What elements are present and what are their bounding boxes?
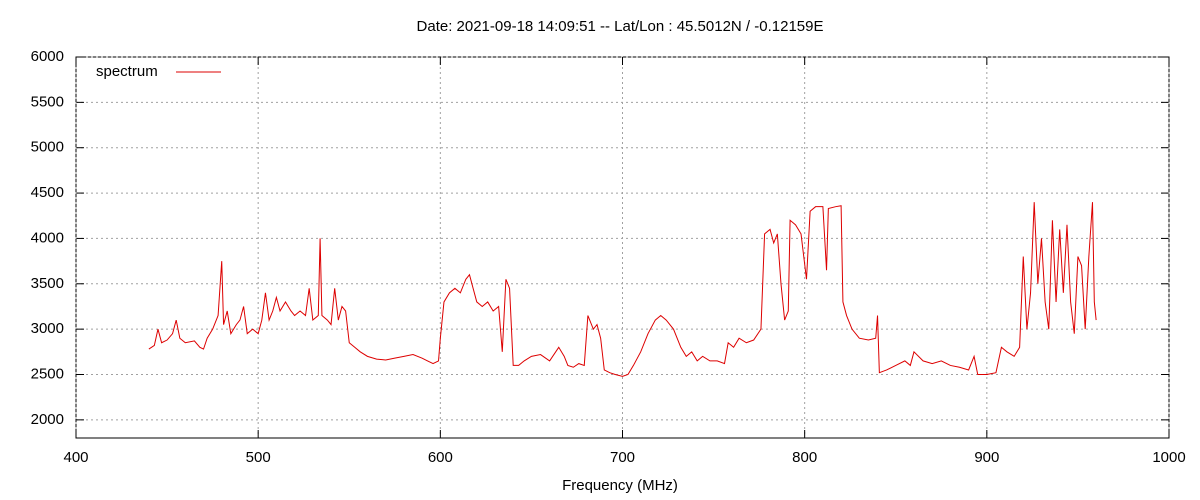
y-tick-label: 2500 <box>31 365 64 382</box>
legend-label: spectrum <box>96 63 158 80</box>
y-tick-label: 3500 <box>31 275 64 292</box>
x-tick-label: 1000 <box>1152 449 1185 466</box>
x-tick-label: 900 <box>974 449 999 466</box>
x-axis-label: Frequency (MHz) <box>562 477 678 494</box>
x-tick-label: 800 <box>792 449 817 466</box>
y-tick-label: 6000 <box>31 48 64 65</box>
y-tick-label: 2000 <box>31 411 64 428</box>
x-tick-label: 700 <box>610 449 635 466</box>
y-tick-label: 5500 <box>31 93 64 110</box>
y-tick-label: 4000 <box>31 229 64 246</box>
x-tick-label: 500 <box>246 449 271 466</box>
data-line <box>148 202 1097 377</box>
chart-title: Date: 2021-09-18 14:09:51 -- Lat/Lon : 4… <box>417 18 824 35</box>
x-tick-label: 400 <box>63 449 88 466</box>
x-tick-label: 600 <box>428 449 453 466</box>
y-tick-label: 4500 <box>31 184 64 201</box>
y-tick-label: 3000 <box>31 320 64 337</box>
y-tick-label: 5000 <box>31 139 64 156</box>
